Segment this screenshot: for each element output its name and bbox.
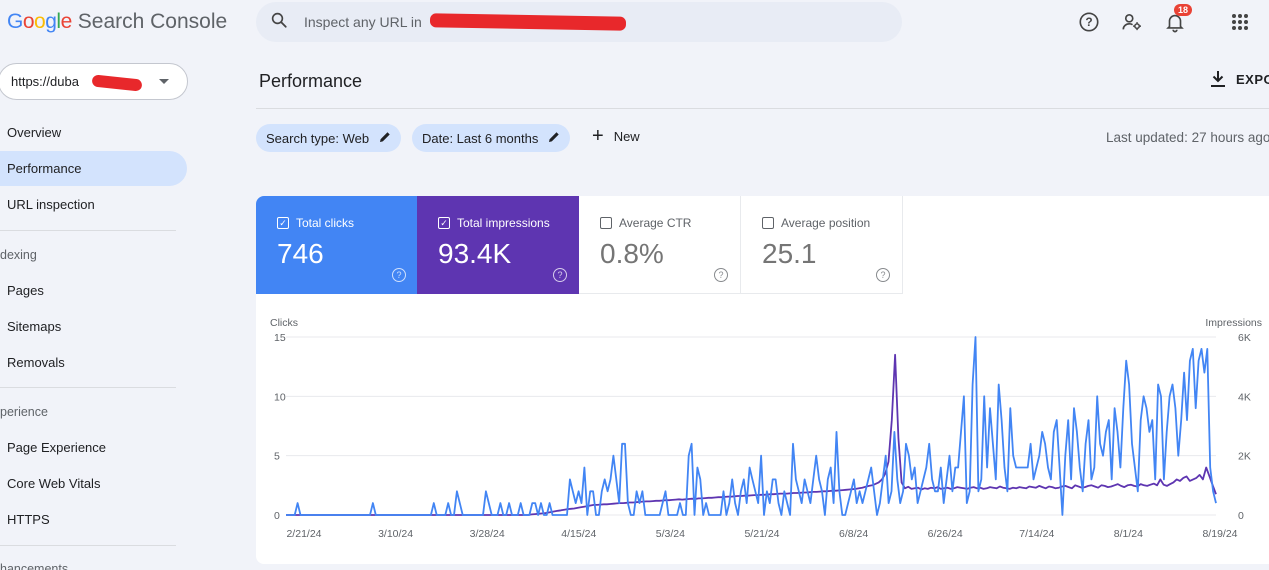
metric-value: 93.4K <box>438 238 512 269</box>
sidebar-item-https[interactable]: HTTPS <box>0 502 187 537</box>
metric-value: 25.1 <box>762 238 817 269</box>
help-icon[interactable]: ? <box>876 268 890 282</box>
left-tick-label: 10 <box>274 391 286 403</box>
checkbox-checked-icon: ✓ <box>438 217 450 229</box>
search-type-filter-chip[interactable]: Search type: Web <box>256 124 402 152</box>
x-tick-label: 7/14/24 <box>1019 528 1054 540</box>
sidebar-item-label: Page Experience <box>7 440 107 455</box>
metric-total-impressions[interactable]: ✓ Total impressions 93.4K ? <box>417 196 579 294</box>
x-tick-label: 4/15/24 <box>561 528 596 540</box>
help-icon[interactable]: ? <box>714 268 728 282</box>
left-tick-label: 15 <box>274 332 286 344</box>
sidebar-divider <box>0 230 176 231</box>
x-tick-label: 6/26/24 <box>928 528 963 540</box>
metric-total-clicks[interactable]: ✓ Total clicks 746 ? <box>256 196 418 294</box>
left-tick-label: 5 <box>274 451 280 463</box>
sidebar-item-sitemaps[interactable]: Sitemaps <box>0 309 187 344</box>
date-filter-chip[interactable]: Date: Last 6 months <box>412 124 571 152</box>
x-tick-label: 5/21/24 <box>744 528 779 540</box>
last-updated-text: Last updated: 27 hours ago <box>1106 130 1269 145</box>
x-tick-label: 3/28/24 <box>470 528 505 540</box>
sidebar-item-performance[interactable]: Performance <box>0 151 187 186</box>
x-tick-label: 8/1/24 <box>1114 528 1143 540</box>
url-inspection-search[interactable]: Inspect any URL in <box>256 2 902 42</box>
metric-label: Total impressions <box>457 216 550 230</box>
sidebar-item-overview[interactable]: Overview <box>0 115 187 150</box>
metric-label: Average CTR <box>619 216 692 230</box>
checkbox-checked-icon: ✓ <box>277 217 289 229</box>
help-icon[interactable]: ? <box>553 268 567 282</box>
right-tick-label: 0 <box>1238 510 1244 522</box>
x-tick-label: 3/10/24 <box>378 528 413 540</box>
sidebar-item-url-inspection[interactable]: URL inspection <box>0 187 187 222</box>
download-icon <box>1211 71 1225 87</box>
metric-label: Average position <box>781 216 871 230</box>
export-button[interactable]: EXPO <box>1210 70 1269 88</box>
metric-value: 0.8% <box>600 238 664 269</box>
sidebar-item-removals[interactable]: Removals <box>0 345 187 380</box>
checkbox-unchecked-icon <box>600 217 612 229</box>
right-tick-label: 6K <box>1238 332 1251 344</box>
sidebar-section-indexing: dexing <box>0 248 37 262</box>
sidebar-item-label: Performance <box>7 161 82 176</box>
left-axis-title: Clicks <box>270 317 298 329</box>
sidebar-item-pages[interactable]: Pages <box>0 273 187 308</box>
apps-grid-icon[interactable] <box>1228 10 1252 34</box>
x-tick-label: 8/19/24 <box>1202 528 1237 540</box>
chevron-down-icon <box>159 79 169 84</box>
metric-average-ctr[interactable]: Average CTR 0.8% ? <box>579 196 741 294</box>
plus-icon: + <box>592 125 604 147</box>
right-tick-label: 4K <box>1238 391 1251 403</box>
svg-text:?: ? <box>1085 15 1092 29</box>
sidebar-item-label: Core Web Vitals <box>7 476 101 491</box>
title-divider <box>256 108 1269 109</box>
performance-card: ✓ Total clicks 746 ? ✓ Total impressions 9… <box>256 196 1269 564</box>
sidebar-divider <box>0 387 176 388</box>
sidebar-section-experience: perience <box>0 405 48 419</box>
page-title: Performance <box>259 71 363 91</box>
property-url: https://duba <box>11 74 79 89</box>
metric-divider <box>579 293 903 294</box>
sidebar-item-label: Pages <box>7 283 44 298</box>
edit-icon <box>548 131 560 146</box>
sidebar-item-label: URL inspection <box>7 197 95 212</box>
sidebar-item-label: Overview <box>7 125 62 140</box>
left-tick-label: 0 <box>274 510 280 522</box>
search-icon <box>270 11 288 34</box>
help-icon[interactable]: ? <box>392 268 406 282</box>
sidebar-item-label: Sitemaps <box>7 319 62 334</box>
right-tick-label: 2K <box>1238 451 1251 463</box>
logo-product: Search Console <box>77 10 228 33</box>
sidebar-item-label: HTTPS <box>7 512 50 527</box>
sidebar-section-enhancements: hancements <box>0 562 69 570</box>
metric-average-position[interactable]: Average position 25.1 ? <box>741 196 903 294</box>
help-icon[interactable]: ? <box>1077 10 1101 34</box>
export-label: EXPO <box>1236 71 1269 87</box>
metric-value: 746 <box>277 238 324 269</box>
logo[interactable]: Google Search Console <box>7 10 227 34</box>
sidebar-item-page-experience[interactable]: Page Experience <box>0 430 187 465</box>
x-tick-label: 2/21/24 <box>286 528 321 540</box>
right-axis-title: Impressions <box>1205 317 1262 329</box>
performance-chart[interactable]: Clicks Impressions 15 6K 10 4K 5 2K 0 0 2/21/24 3/1… <box>256 196 1269 564</box>
notifications-icon[interactable]: 18 <box>1163 4 1193 34</box>
sidebar-item-label: Removals <box>7 355 65 370</box>
chip-label: Search type: Web <box>266 130 370 146</box>
metric-label: Total clicks <box>296 216 355 230</box>
new-filter-label: New <box>613 128 640 144</box>
checkbox-unchecked-icon <box>762 217 774 229</box>
notification-badge: 18 <box>1174 4 1193 16</box>
sidebar-divider <box>0 545 176 546</box>
clicks-series-line <box>286 336 1217 516</box>
x-tick-label: 6/8/24 <box>839 528 868 540</box>
manage-users-icon[interactable] <box>1120 10 1144 34</box>
search-placeholder: Inspect any URL in <box>304 14 422 30</box>
sidebar-item-core-web-vitals[interactable]: Core Web Vitals <box>0 466 187 501</box>
logo-brand: Google <box>7 10 72 33</box>
new-filter-button[interactable]: + New <box>592 126 640 146</box>
chip-label: Date: Last 6 months <box>422 130 539 146</box>
edit-icon <box>379 131 391 146</box>
x-tick-label: 5/3/24 <box>656 528 685 540</box>
